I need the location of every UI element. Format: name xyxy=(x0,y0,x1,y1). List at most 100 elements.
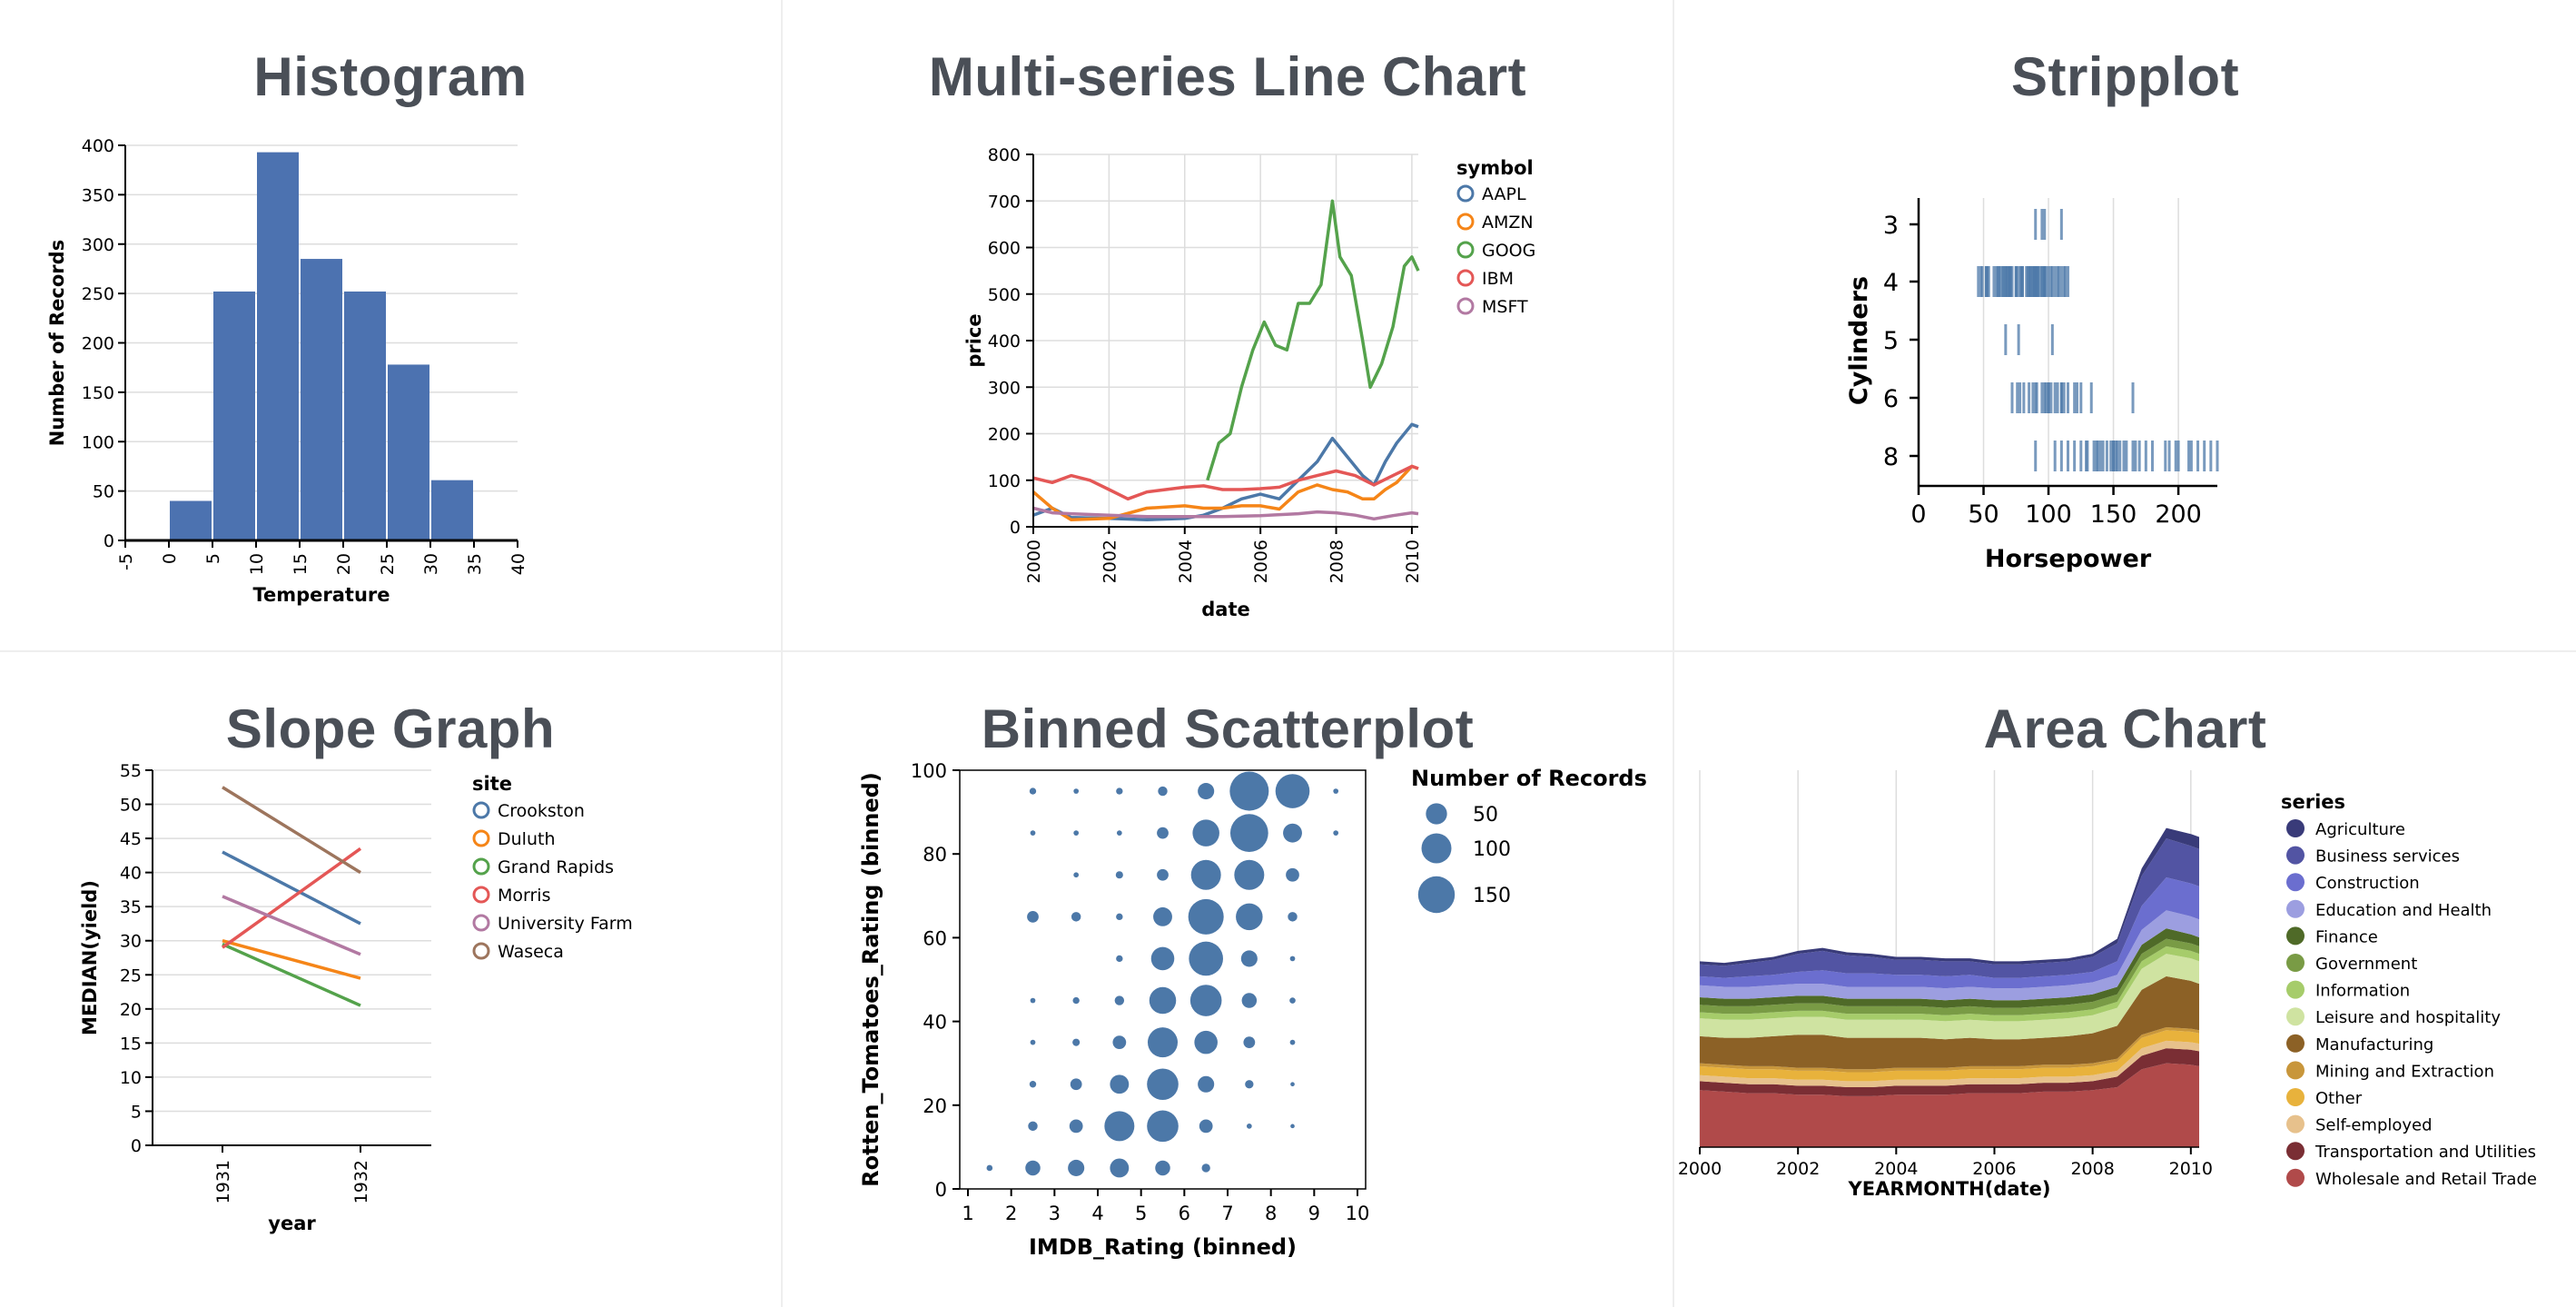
x-tick-label: 2004 xyxy=(1176,540,1196,583)
slope-chart: 0 5 10 15 20 25 30 35 40 45 50 55 1931 1932 year MEDIAN… xyxy=(79,761,633,1234)
y-tick-label: 50 xyxy=(93,482,114,502)
strip-tick xyxy=(2049,382,2053,413)
legend-symbol xyxy=(2286,1114,2305,1134)
bin-point xyxy=(1158,786,1168,797)
strip-tick xyxy=(2079,382,2083,413)
strip-tick xyxy=(2010,266,2014,297)
x-tick-label: 50 xyxy=(1968,500,1999,529)
y-tick-label: 200 xyxy=(82,334,114,354)
strip-tick xyxy=(2016,266,2019,297)
strip-tick xyxy=(2040,382,2044,413)
chart-title-binned: Binned Scatterplot xyxy=(981,698,1475,759)
x-tick-label: 200 xyxy=(2155,500,2202,529)
legend-symbol xyxy=(2286,819,2305,837)
strip-tick xyxy=(2067,441,2069,471)
strip-tick xyxy=(2034,209,2038,240)
bin-point xyxy=(1025,1160,1041,1176)
strip-tick xyxy=(1980,266,1984,297)
strip-tick xyxy=(2209,441,2213,471)
legend-symbol xyxy=(472,857,490,876)
strip-tick xyxy=(2144,441,2147,471)
legend-label: 100 xyxy=(1473,838,1511,861)
strip-tick xyxy=(2010,382,2014,413)
x-tick-label: 40 xyxy=(508,553,528,575)
histogram-bar xyxy=(257,152,299,541)
strip-tick xyxy=(2001,266,2005,297)
series-line-msft xyxy=(1032,506,1419,521)
legend-symbol xyxy=(1456,213,1475,231)
strip-tick xyxy=(2122,441,2126,471)
plot-frame xyxy=(959,769,1367,1190)
x-tick-label: 1931 xyxy=(213,1160,233,1203)
strip-tick xyxy=(2150,441,2154,471)
strip-tick xyxy=(1999,266,2002,297)
y-tick-label: 0 xyxy=(131,1136,142,1156)
legend-label: 150 xyxy=(1473,885,1511,907)
area-band-education-and-health xyxy=(1700,910,2199,1001)
strip-tick xyxy=(2109,441,2113,471)
strip-tick xyxy=(2092,441,2096,471)
bin-point xyxy=(1073,830,1080,837)
strip-tick xyxy=(2118,441,2122,471)
strip-tick xyxy=(2028,382,2031,413)
x-tick-label: 35 xyxy=(465,553,485,575)
legend-symbol xyxy=(2286,954,2305,972)
legend-symbol xyxy=(472,829,490,847)
strip-tick xyxy=(2004,324,2008,355)
bin-point xyxy=(1236,903,1263,931)
strip-tick xyxy=(2164,441,2167,471)
x-tick-label: 0 xyxy=(1910,500,1926,529)
panel-histogram: Histogram 0 50 100 150 200 250 300 350 400 -5 0 5 10… xyxy=(0,0,781,650)
series-line-ibm xyxy=(1032,464,1419,501)
area-band-wholesale-and-retail-trade xyxy=(1700,1063,2199,1147)
strip-tick xyxy=(2189,441,2193,471)
multiline-chart: 0 100 200 300 400 500 600 700 800 2000 2002 2004 200… xyxy=(963,145,1535,620)
histogram-bar xyxy=(344,291,386,540)
legend-label: Self-employed xyxy=(2315,1116,2433,1135)
bin-point xyxy=(1333,788,1339,794)
area-band-mining-and-extraction xyxy=(1700,1027,2199,1073)
legend-label: Grand Rapids xyxy=(498,857,614,877)
legend-label: Wholesale and Retail Trade xyxy=(2315,1170,2537,1189)
strip-tick xyxy=(1992,266,1996,297)
y-tick-label: 8 xyxy=(1883,443,1899,471)
y-tick-label: 4 xyxy=(1883,269,1899,297)
legend-title: Number of Records xyxy=(1411,766,1647,791)
y-tick-label: 800 xyxy=(988,145,1021,165)
strip-tick xyxy=(2167,441,2171,471)
y-tick-label: 6 xyxy=(1883,385,1899,413)
y-tick-label: 100 xyxy=(82,432,114,452)
x-tick-label: 2008 xyxy=(1327,540,1347,583)
strip-tick xyxy=(2044,382,2048,413)
strip-tick xyxy=(2073,441,2077,471)
x-tick-label: 10 xyxy=(1346,1203,1370,1224)
legend-symbol xyxy=(2286,1061,2305,1080)
legend-label: Construction xyxy=(2315,874,2420,893)
strip-tick xyxy=(2196,441,2200,471)
strip-tick xyxy=(2047,382,2050,413)
x-tick-label: 2010 xyxy=(1403,540,1423,583)
y-tick-label: 300 xyxy=(82,235,114,255)
bin-point xyxy=(1029,787,1037,795)
strip-tick xyxy=(2059,266,2063,297)
y-tick-label: 50 xyxy=(120,796,142,816)
strip-tick xyxy=(2067,382,2069,413)
legend-title: site xyxy=(472,773,512,795)
bin-point xyxy=(1147,1110,1179,1143)
bin-point xyxy=(1029,1081,1037,1088)
bin-point xyxy=(1290,1082,1295,1087)
legend-symbol xyxy=(1456,297,1475,315)
x-tick-label: 2008 xyxy=(2070,1159,2114,1179)
histogram-bar xyxy=(170,500,212,540)
bin-point xyxy=(1030,997,1036,1004)
area-band-construction xyxy=(1700,877,2199,989)
chart-title-stripplot: Stripplot xyxy=(2010,46,2240,107)
strip-tick xyxy=(2176,441,2180,471)
panel-binned: Binned Scatterplot 0 20 40 60 80 100 1 2 3 4 5 6 7 8 9… xyxy=(783,652,1673,1307)
strip-tick xyxy=(2047,266,2050,297)
histogram-bar xyxy=(213,291,255,540)
y-tick-label: 200 xyxy=(988,425,1021,445)
slope-line-waseca xyxy=(222,786,361,875)
strip-tick xyxy=(2034,441,2038,471)
